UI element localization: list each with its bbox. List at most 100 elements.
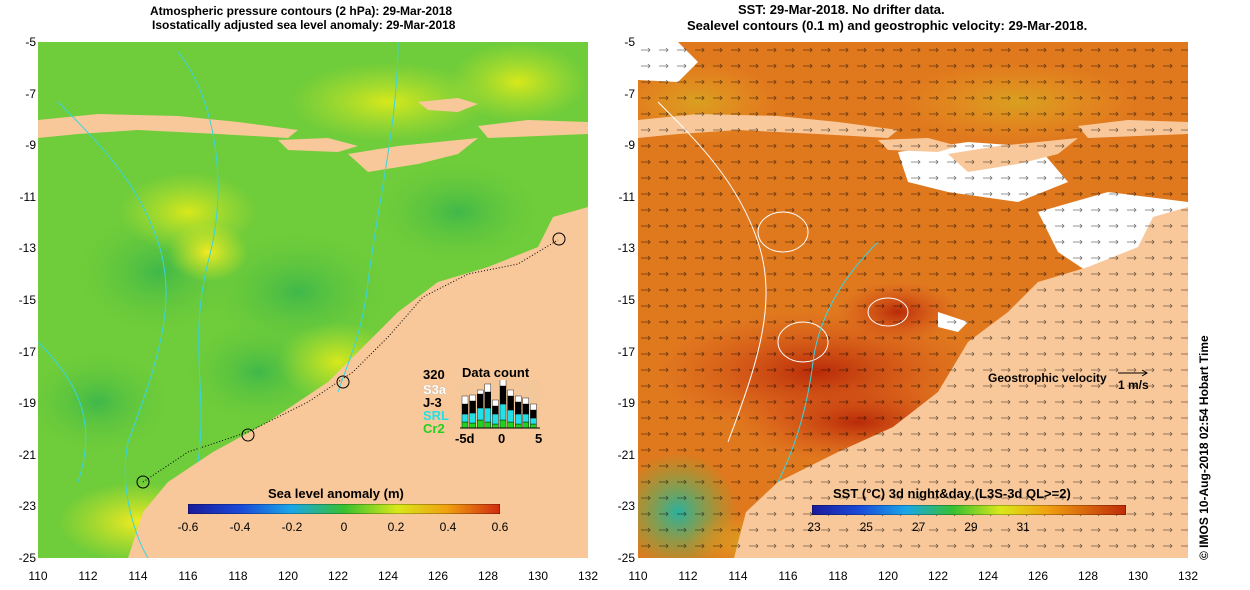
y-tick-label: -19 bbox=[18, 396, 36, 411]
y-tick-label: -23 bbox=[18, 499, 36, 514]
data-count-bar bbox=[477, 407, 484, 421]
data-count-legend-item: SRL bbox=[423, 408, 449, 423]
data-count-legend-item: S3a bbox=[423, 382, 447, 397]
y-tick-label: -17 bbox=[617, 344, 635, 359]
y-tick-label: -21 bbox=[617, 447, 635, 462]
data-count-legend-item: J-3 bbox=[423, 395, 442, 410]
x-tick-label: 122 bbox=[327, 569, 349, 583]
x-tick-label: 116 bbox=[778, 569, 798, 583]
data-count-max: 320 bbox=[423, 367, 445, 382]
data-count-bar bbox=[461, 413, 469, 423]
data-count-axis-tick: 5 bbox=[535, 431, 543, 446]
y-tick-label: -11 bbox=[19, 189, 36, 204]
data-count-bar bbox=[492, 423, 499, 429]
velocity-scale-label: 1 m/s bbox=[1118, 378, 1149, 392]
colorbar-tick: 29 bbox=[964, 520, 978, 534]
left-title-line1: Atmospheric pressure contours (2 hPa): 2… bbox=[150, 4, 453, 18]
data-count-bar bbox=[507, 421, 514, 429]
y-tick-label: -5 bbox=[25, 35, 36, 49]
data-count-bar bbox=[522, 397, 529, 405]
data-count-bar bbox=[530, 403, 537, 411]
data-count-bar bbox=[515, 423, 522, 429]
right-title-line1: SST: 29-Mar-2018. No drifter data. bbox=[738, 2, 945, 17]
y-tick-label: -15 bbox=[617, 293, 635, 307]
data-count-bar bbox=[484, 383, 491, 393]
sst-map bbox=[638, 42, 1188, 558]
colorbar-tick: 31 bbox=[1016, 520, 1030, 534]
x-tick-label: 120 bbox=[877, 569, 899, 583]
colorbar-tick: 25 bbox=[859, 520, 873, 534]
data-count-bar bbox=[515, 395, 522, 403]
data-count-bar bbox=[484, 421, 491, 429]
y-tick-label: -23 bbox=[617, 499, 635, 514]
data-count-bar bbox=[492, 399, 499, 407]
left-title-line2: Isostatically adjusted sea level anomaly… bbox=[152, 18, 456, 32]
right-colorbar-title: SST (°C) 3d night&day (L3S-3d QL>=2) bbox=[833, 486, 1071, 501]
data-count-bar bbox=[469, 412, 476, 424]
data-count-bar bbox=[507, 389, 514, 397]
x-tick-label: 124 bbox=[377, 569, 399, 583]
y-tick-label: -19 bbox=[617, 396, 635, 411]
imos-credit: © IMOS 10-Aug-2018 02:54 Hobart Time bbox=[1197, 335, 1211, 560]
y-tick-label: -25 bbox=[18, 551, 36, 565]
data-count-bar bbox=[515, 413, 522, 425]
data-count-bar bbox=[484, 391, 491, 409]
y-tick-label: -13 bbox=[617, 241, 635, 256]
data-count-bar bbox=[499, 419, 507, 429]
data-count-bar bbox=[530, 409, 537, 419]
data-count-bar bbox=[499, 380, 507, 387]
data-count-bar bbox=[469, 422, 476, 429]
data-count-bar bbox=[477, 389, 484, 395]
data-count-bar bbox=[469, 400, 476, 414]
colorbar-tick: 0 bbox=[340, 520, 348, 534]
right-colorbar bbox=[812, 505, 1126, 515]
data-count-title: Data count bbox=[462, 365, 530, 380]
x-tick-label: 112 bbox=[78, 569, 98, 583]
data-count-bar bbox=[492, 405, 499, 415]
left-colorbar bbox=[188, 504, 500, 514]
data-count-bar bbox=[522, 413, 529, 423]
sea-level-anomaly-map bbox=[38, 42, 588, 558]
x-tick-label: 128 bbox=[477, 569, 499, 583]
data-count-bar bbox=[484, 407, 491, 423]
data-count-bar bbox=[461, 403, 469, 415]
colorbar-tick: -0.4 bbox=[229, 520, 251, 534]
data-count-bar bbox=[515, 401, 522, 415]
data-count-bar bbox=[477, 393, 484, 409]
data-count-axis-tick: -5d bbox=[455, 431, 475, 446]
y-tick-label: -9 bbox=[25, 138, 36, 153]
velocity-scale-arrow bbox=[1118, 369, 1148, 377]
colorbar-tick: 23 bbox=[807, 520, 821, 534]
y-tick-label: -21 bbox=[18, 447, 36, 462]
x-tick-label: 112 bbox=[678, 569, 698, 583]
data-count-bar bbox=[461, 395, 469, 405]
y-tick-label: -9 bbox=[624, 138, 635, 153]
colorbar-tick: 0.4 bbox=[439, 520, 457, 534]
y-tick-label: -7 bbox=[624, 86, 635, 101]
x-tick-label: 114 bbox=[728, 569, 748, 583]
data-count-bar bbox=[492, 413, 499, 425]
y-tick-label: -5 bbox=[624, 35, 635, 49]
data-count-bar bbox=[499, 403, 507, 421]
y-tick-label: -7 bbox=[25, 86, 36, 101]
y-tick-label: -13 bbox=[18, 241, 36, 256]
x-tick-label: 118 bbox=[228, 569, 248, 583]
velocity-label: Geostrophic velocity bbox=[988, 371, 1107, 385]
data-count-axis-tick: 0 bbox=[498, 431, 506, 446]
y-tick-label: -11 bbox=[618, 189, 635, 204]
x-tick-label: 118 bbox=[828, 569, 848, 583]
data-count-histogram bbox=[460, 380, 540, 430]
left-colorbar-title: Sea level anomaly (m) bbox=[268, 486, 404, 501]
x-tick-label: 130 bbox=[527, 569, 549, 583]
x-tick-label: 124 bbox=[977, 569, 999, 583]
colorbar-tick: 27 bbox=[911, 520, 926, 534]
data-count-bar bbox=[477, 419, 484, 429]
data-count-bar bbox=[507, 395, 514, 411]
x-tick-label: 130 bbox=[1127, 569, 1149, 583]
x-tick-label: 128 bbox=[1077, 569, 1099, 583]
colorbar-tick: 0.2 bbox=[387, 520, 405, 534]
x-tick-label: 116 bbox=[178, 569, 198, 583]
x-tick-label: 114 bbox=[128, 569, 148, 583]
data-count-bar bbox=[461, 421, 469, 429]
y-tick-label: -15 bbox=[18, 293, 36, 307]
